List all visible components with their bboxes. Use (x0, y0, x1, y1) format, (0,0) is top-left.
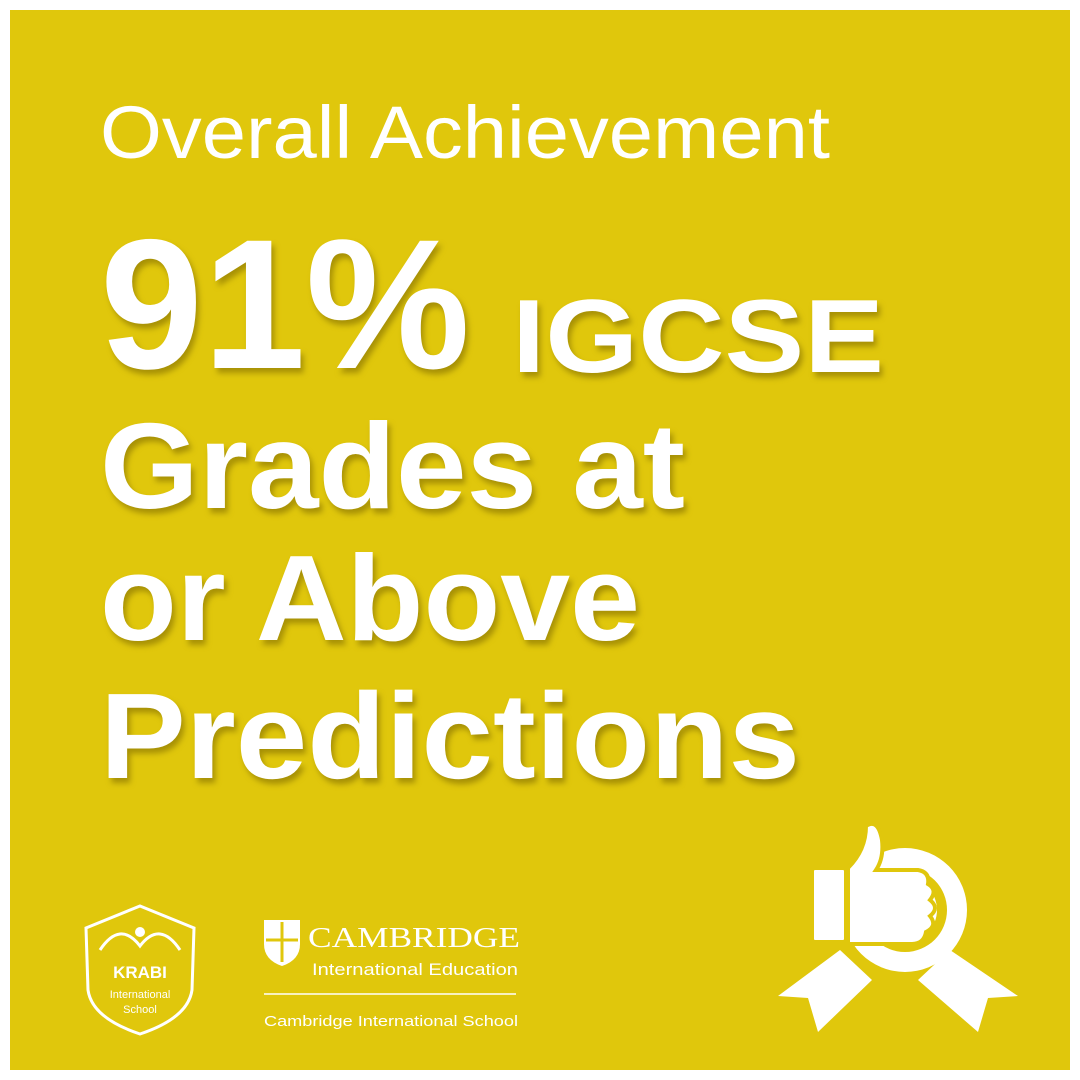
cambridge-subtitle: International Education (312, 960, 518, 979)
headline-qualification: IGCSE (512, 279, 884, 395)
school-line: International (110, 989, 171, 1001)
award-icon (778, 821, 1018, 1032)
title: Overall Achievement (100, 91, 830, 174)
headline-figure: 91% (100, 202, 470, 408)
school-line: School (123, 1004, 157, 1016)
cambridge-logo: CAMBRIDGE International Education Cambri… (264, 920, 520, 1030)
school-logo: KRABI International School (84, 904, 196, 1036)
headline-line: Predictions (100, 668, 800, 804)
headline-line: Grades at (100, 398, 685, 534)
cambridge-name: CAMBRIDGE (308, 922, 520, 954)
cambridge-caption: Cambridge International School (264, 1013, 518, 1030)
headline-line: or Above (100, 530, 640, 666)
school-name: KRABI (113, 963, 167, 982)
